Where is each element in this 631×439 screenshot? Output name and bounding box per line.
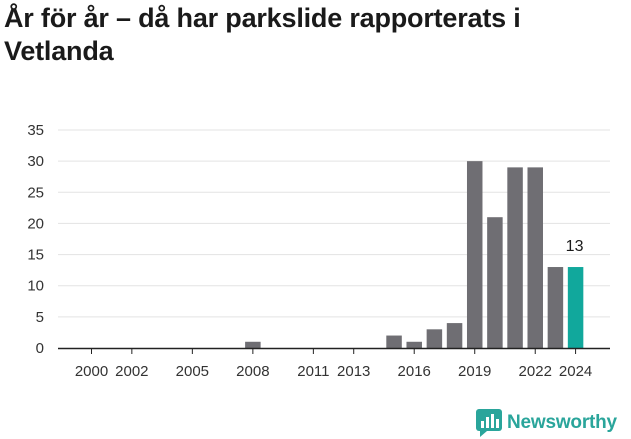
bar-2024 (567, 267, 584, 348)
y-tick-label: 10 (27, 278, 44, 295)
bar-2022 (527, 167, 543, 348)
y-tick-label: 0 (36, 340, 44, 357)
y-tick-label: 15 (27, 247, 44, 264)
bar-2018 (446, 323, 463, 348)
chart-title: År för år – då har parkslide rapporterat… (4, 3, 521, 66)
bar-2016 (406, 341, 422, 348)
newsworthy-logo: Newsworthy (476, 408, 617, 438)
brand-name: Newsworthy (507, 412, 617, 433)
bar-2008 (245, 341, 261, 348)
x-tick-label: 2019 (458, 363, 491, 380)
x-tick-label: 2013 (337, 363, 370, 380)
data-label-2024: 13 (566, 238, 584, 255)
bar-2021 (507, 167, 523, 348)
bar-2015 (386, 335, 402, 348)
bar-2019 (466, 161, 483, 348)
x-tick-label: 2011 (297, 363, 329, 380)
x-tick-label: 2022 (519, 363, 552, 380)
x-tick-label: 2000 (75, 363, 108, 380)
x-tick-label: 2002 (115, 363, 148, 380)
x-tick-label: 2016 (398, 363, 431, 380)
bar-2023 (547, 267, 564, 348)
y-tick-label: 35 (27, 122, 44, 139)
bar-2020 (487, 217, 503, 348)
y-tick-label: 30 (27, 153, 44, 170)
bar-2017 (426, 329, 443, 348)
bar-chart-icon (476, 409, 502, 437)
x-tick-label: 2008 (236, 363, 269, 380)
x-tick-label: 2024 (559, 363, 592, 380)
x-tick-label: 2005 (176, 363, 209, 380)
y-tick-label: 20 (27, 215, 44, 232)
y-tick-label: 5 (36, 309, 44, 326)
y-tick-label: 25 (27, 184, 44, 201)
